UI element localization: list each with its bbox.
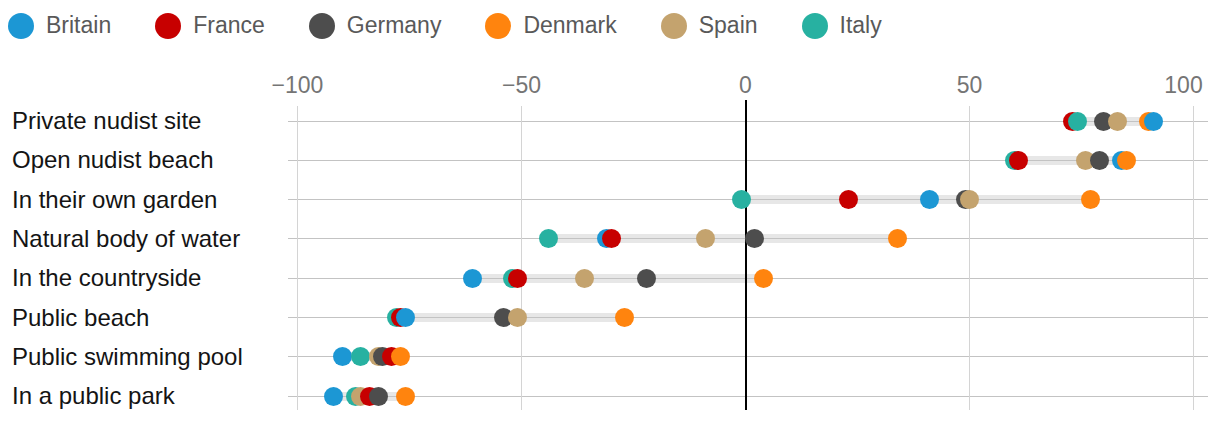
legend-label: Britain: [46, 12, 111, 39]
category-label: In their own garden: [12, 184, 217, 216]
row-gridline: [288, 278, 1208, 279]
legend-item-britain: Britain: [8, 12, 111, 39]
vertical-gridline: [297, 106, 298, 410]
category-label: Open nudist beach: [12, 144, 213, 176]
legend-dot-denmark-icon: [485, 13, 511, 39]
dot-britain: [396, 308, 415, 327]
dot-denmark: [754, 269, 773, 288]
x-tick-label: −100: [253, 72, 343, 99]
dot-germany: [369, 387, 388, 406]
vertical-gridline: [1193, 106, 1194, 410]
legend-item-spain: Spain: [661, 12, 758, 39]
legend-label: Denmark: [523, 12, 616, 39]
legend-label: Spain: [699, 12, 758, 39]
legend-dot-germany-icon: [309, 13, 335, 39]
dot-denmark: [1081, 190, 1100, 209]
legend-item-germany: Germany: [309, 12, 442, 39]
dot-spain: [508, 308, 527, 327]
category-label: Public beach: [12, 302, 149, 334]
dot-germany: [637, 269, 656, 288]
legend-dot-france-icon: [155, 13, 181, 39]
dot-germany: [745, 229, 764, 248]
dot-denmark: [1117, 151, 1136, 170]
dot-britain: [1144, 112, 1163, 131]
dot-britain: [324, 387, 343, 406]
legend-dot-spain-icon: [661, 13, 687, 39]
dot-britain: [333, 347, 352, 366]
vertical-gridline: [969, 106, 970, 410]
dot-france: [602, 229, 621, 248]
dot-denmark: [615, 308, 634, 327]
x-tick-label: 0: [701, 72, 791, 99]
row-gridline: [288, 396, 1208, 397]
dot-italy: [351, 347, 370, 366]
dot-france: [1009, 151, 1028, 170]
category-label: Natural body of water: [12, 223, 240, 255]
legend-dot-britain-icon: [8, 13, 34, 39]
legend-label: Italy: [840, 12, 882, 39]
legend-item-denmark: Denmark: [485, 12, 616, 39]
category-label: Public swimming pool: [12, 341, 243, 373]
dot-britain: [463, 269, 482, 288]
dot-italy: [1068, 112, 1087, 131]
legend-item-italy: Italy: [802, 12, 882, 39]
dot-spain: [960, 190, 979, 209]
dot-spain: [696, 229, 715, 248]
dot-denmark: [888, 229, 907, 248]
category-label: Private nudist site: [12, 105, 201, 137]
x-tick-label: 100: [1139, 72, 1220, 99]
dot-italy: [732, 190, 751, 209]
row-gridline: [288, 317, 1208, 318]
dot-britain: [920, 190, 939, 209]
category-label: In the countryside: [12, 262, 201, 294]
dot-spain: [1108, 112, 1127, 131]
row-gridline: [288, 356, 1208, 357]
dot-france: [839, 190, 858, 209]
legend-item-france: France: [155, 12, 265, 39]
dot-germany: [1090, 151, 1109, 170]
dot-italy: [539, 229, 558, 248]
x-tick-label: 50: [925, 72, 1015, 99]
dot-spain: [575, 269, 594, 288]
legend-dot-italy-icon: [802, 13, 828, 39]
x-tick-label: −50: [477, 72, 567, 99]
legend-label: France: [193, 12, 265, 39]
legend: Britain France Germany Denmark Spain Italy: [8, 12, 882, 39]
vertical-gridline: [521, 106, 522, 410]
dot-denmark: [396, 387, 415, 406]
dot-denmark: [391, 347, 410, 366]
dot-france: [508, 269, 527, 288]
category-label: In a public park: [12, 380, 175, 412]
row-gridline: [288, 160, 1208, 161]
zero-axis-line: [745, 100, 747, 410]
legend-label: Germany: [347, 12, 442, 39]
nudity-acceptability-dot-plot: Britain France Germany Denmark Spain Italy −1…: [0, 0, 1220, 426]
